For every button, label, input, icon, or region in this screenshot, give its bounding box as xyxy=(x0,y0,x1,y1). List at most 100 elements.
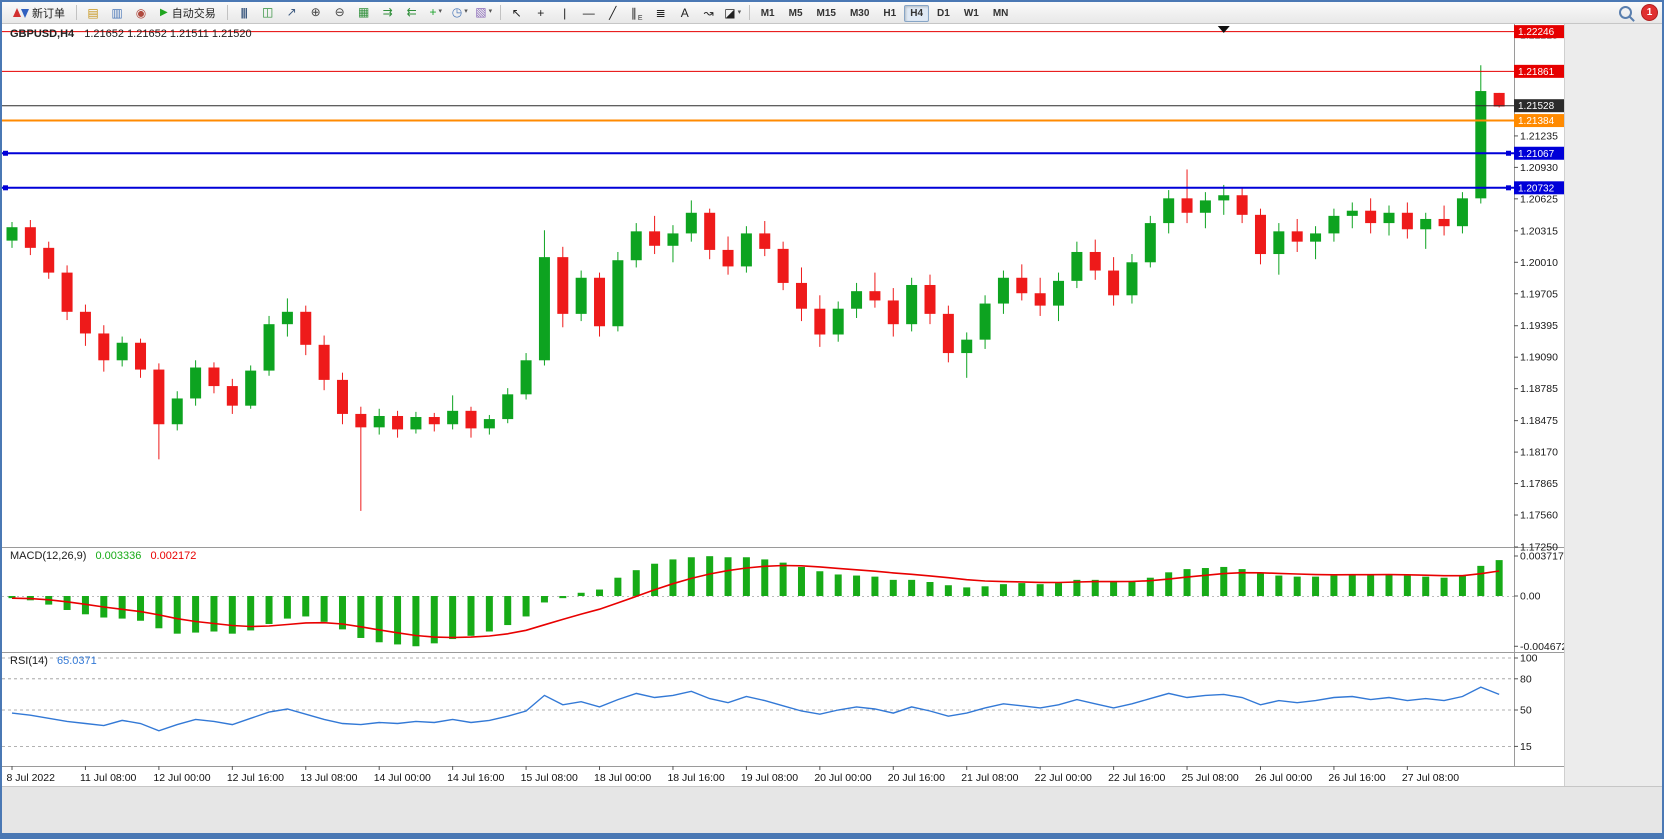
tile-windows-icon[interactable]: ▦ xyxy=(358,4,370,19)
svg-text:1.21067: 1.21067 xyxy=(1518,149,1555,160)
new-order-icon xyxy=(13,7,29,19)
price-chart[interactable]: 1.222151.212351.209301.206251.203151.200… xyxy=(2,24,1564,786)
macd-histogram xyxy=(8,556,1503,647)
svg-text:-0.004672: -0.004672 xyxy=(1520,641,1564,653)
svg-text:22 Jul 00:00: 22 Jul 00:00 xyxy=(1035,772,1092,784)
text-icon[interactable]: A xyxy=(680,5,689,20)
refresh-icon[interactable]: ◉ xyxy=(135,5,147,20)
svg-text:1.19090: 1.19090 xyxy=(1520,352,1558,364)
main-toolbar: 新订单 ▤ ▥ ◉ ▶ 自动交易 ||| ◫ ↗ ⊕ ⊖ ▦ ⇉ ⇇ + ▾ ◷ ▾ ▧ ▾ ↖ + | — ╱ ∥ E ≣… xyxy=(2,2,1662,24)
svg-text:15: 15 xyxy=(1520,741,1532,753)
timeframe-W1[interactable]: W1 xyxy=(963,7,979,19)
fibonacci-icon[interactable]: ≣ xyxy=(655,5,666,20)
svg-text:12 Jul 00:00: 12 Jul 00:00 xyxy=(153,772,210,784)
zoom-out-icon[interactable]: ⊖ xyxy=(334,4,345,19)
price-line-1.20732[interactable]: 1.20732 xyxy=(2,181,1564,195)
svg-text:1.19395: 1.19395 xyxy=(1520,320,1558,332)
svg-text:22 Jul 16:00: 22 Jul 16:00 xyxy=(1108,772,1165,784)
svg-text:12 Jul 16:00: 12 Jul 16:00 xyxy=(227,772,284,784)
candlestick-chart-icon[interactable]: ◫ xyxy=(262,4,274,19)
svg-text:26 Jul 16:00: 26 Jul 16:00 xyxy=(1328,772,1385,784)
timeframe-M5[interactable]: M5 xyxy=(788,7,803,19)
svg-text:100: 100 xyxy=(1520,653,1538,665)
svg-text:14 Jul 00:00: 14 Jul 00:00 xyxy=(374,772,431,784)
candles-layer xyxy=(6,65,1505,511)
chart-window: 1.222151.212351.209301.206251.203151.200… xyxy=(2,24,1564,786)
toolbar-separator xyxy=(748,5,750,20)
line-chart-icon[interactable]: ↗ xyxy=(286,4,297,19)
timeframe-D1[interactable]: D1 xyxy=(937,7,950,19)
svg-text:1.20010: 1.20010 xyxy=(1520,257,1558,269)
svg-text:1.21528: 1.21528 xyxy=(1518,101,1555,112)
svg-text:1.20732: 1.20732 xyxy=(1518,183,1555,194)
svg-text:20 Jul 16:00: 20 Jul 16:00 xyxy=(888,772,945,784)
zoom-in-icon[interactable]: ⊕ xyxy=(310,4,321,19)
toolbar-separator xyxy=(76,5,77,20)
price-line-1.21384[interactable]: 1.21384 xyxy=(2,114,1564,128)
trendline-icon[interactable]: ╱ xyxy=(609,5,617,20)
svg-text:11 Jul 08:00: 11 Jul 08:00 xyxy=(80,772,137,784)
svg-text:27 Jul 08:00: 27 Jul 08:00 xyxy=(1402,772,1459,784)
indicators-icon[interactable]: + ▾ xyxy=(429,4,442,19)
right-margin-panel xyxy=(1564,24,1662,786)
timeframe-H1[interactable]: H1 xyxy=(883,7,897,19)
auto-trading-button[interactable]: ▶ 自动交易 xyxy=(153,3,223,23)
shapes-icon[interactable]: ◪ ▾ xyxy=(724,5,742,20)
arrows-icon[interactable]: ↝ xyxy=(703,5,714,20)
svg-text:1.20315: 1.20315 xyxy=(1520,225,1558,237)
periods-icon[interactable]: ◷ ▾ xyxy=(451,4,468,19)
chevron-down-icon: ▾ xyxy=(438,8,442,16)
search-icon[interactable] xyxy=(1619,6,1632,19)
horizontal-line-icon[interactable]: — xyxy=(582,5,595,20)
svg-text:1.17865: 1.17865 xyxy=(1520,478,1558,490)
notification-badge[interactable]: 1 xyxy=(1641,4,1658,21)
svg-text:0.00: 0.00 xyxy=(1520,591,1541,603)
svg-text:0.003717: 0.003717 xyxy=(1520,551,1564,563)
new-order-button[interactable]: 新订单 xyxy=(6,3,72,23)
svg-text:8 Jul 2022: 8 Jul 2022 xyxy=(7,772,56,784)
toolbar-separator xyxy=(499,5,501,20)
templates-icon[interactable]: ▧ ▾ xyxy=(475,4,493,19)
auto-trading-label: 自动交易 xyxy=(171,7,216,20)
status-area xyxy=(2,786,1662,833)
price-line-1.22246[interactable]: 1.22246 xyxy=(2,25,1564,39)
svg-text:21 Jul 08:00: 21 Jul 08:00 xyxy=(961,772,1018,784)
macd-signal-line xyxy=(11,564,1500,639)
svg-text:1.22246: 1.22246 xyxy=(1518,27,1555,38)
svg-text:18 Jul 16:00: 18 Jul 16:00 xyxy=(667,772,724,784)
svg-text:25 Jul 08:00: 25 Jul 08:00 xyxy=(1182,772,1239,784)
svg-text:1.19705: 1.19705 xyxy=(1520,288,1558,300)
price-line-1.21067[interactable]: 1.21067 xyxy=(2,146,1564,160)
svg-text:50: 50 xyxy=(1520,705,1532,717)
auto-scroll-icon[interactable]: ⇉ xyxy=(382,4,393,19)
svg-text:1.18785: 1.18785 xyxy=(1520,383,1558,395)
chevron-down-icon: ▾ xyxy=(464,8,468,16)
svg-text:1.17250: 1.17250 xyxy=(1520,542,1558,554)
svg-text:1.21384: 1.21384 xyxy=(1518,116,1555,127)
price-line-1.21528[interactable]: 1.21528 xyxy=(2,99,1564,113)
cursor-icon[interactable]: ↖ xyxy=(511,5,522,20)
profiles-icon[interactable]: ▥ xyxy=(111,5,123,20)
vertical-line-icon[interactable]: | xyxy=(563,5,567,20)
svg-text:19 Jul 08:00: 19 Jul 08:00 xyxy=(741,772,798,784)
timeframe-M15[interactable]: M15 xyxy=(816,7,836,19)
charts-window-icon[interactable]: ▤ xyxy=(87,5,99,20)
svg-text:1.18170: 1.18170 xyxy=(1520,447,1558,459)
svg-text:1.21235: 1.21235 xyxy=(1520,130,1558,142)
svg-text:1.21861: 1.21861 xyxy=(1518,67,1555,78)
timeframe-M30[interactable]: M30 xyxy=(849,7,870,19)
svg-text:80: 80 xyxy=(1520,673,1532,685)
bar-chart-icon[interactable]: ||| xyxy=(240,6,248,19)
play-icon: ▶ xyxy=(160,7,168,18)
timeframe-M1[interactable]: M1 xyxy=(760,7,775,19)
timeframe-H4[interactable]: H4 xyxy=(904,4,930,22)
timeframe-MN[interactable]: MN xyxy=(992,7,1009,19)
svg-text:26 Jul 00:00: 26 Jul 00:00 xyxy=(1255,772,1312,784)
svg-text:14 Jul 16:00: 14 Jul 16:00 xyxy=(447,772,504,784)
equidistant-channel-icon[interactable]: ∥ E xyxy=(630,5,643,23)
chart-shift-icon[interactable]: ⇇ xyxy=(406,4,417,19)
svg-text:1.20930: 1.20930 xyxy=(1520,162,1558,174)
price-line-1.21861[interactable]: 1.21861 xyxy=(2,64,1564,78)
crosshair-icon[interactable]: + xyxy=(537,5,545,20)
